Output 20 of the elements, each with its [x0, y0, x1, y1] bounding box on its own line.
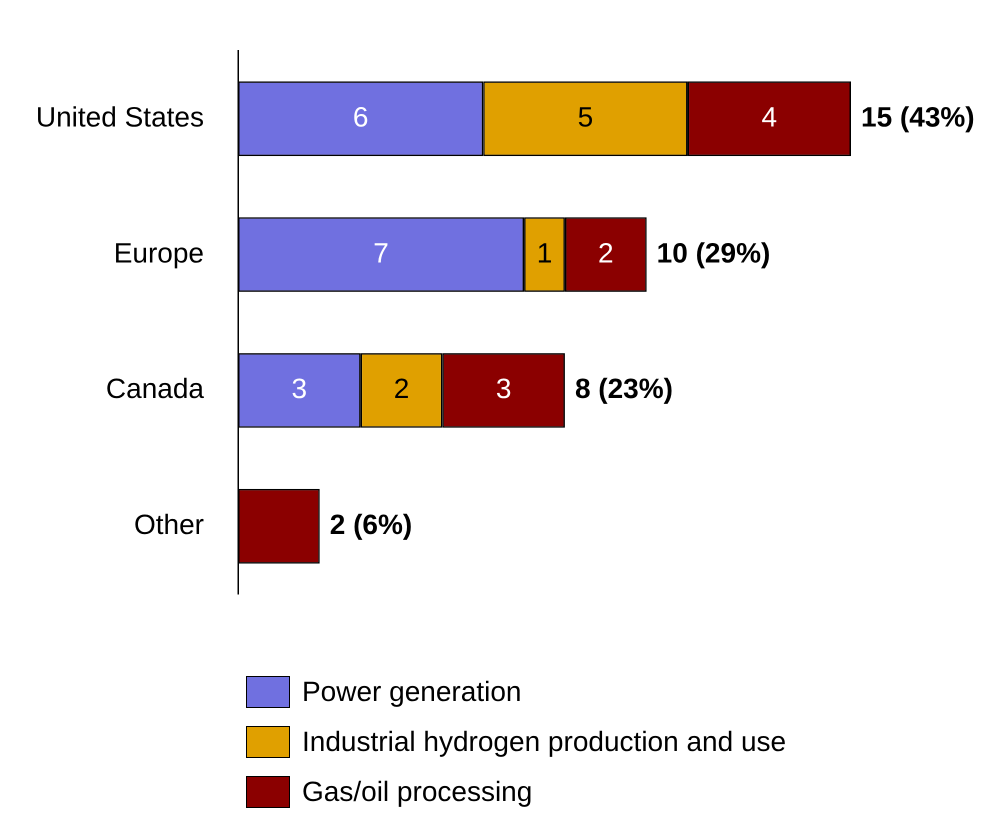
data-label: 3: [496, 373, 512, 404]
total-label: 10 (29%): [656, 237, 770, 268]
y-tick-label: Other: [134, 508, 204, 540]
legend-label: Gas/oil processing: [302, 776, 532, 808]
legend-label: Power generation: [302, 676, 522, 708]
y-tick-label: Europe: [114, 237, 204, 268]
total-label: 15 (43%): [861, 101, 975, 132]
data-label: 3: [292, 373, 308, 404]
data-label: 5: [578, 101, 594, 132]
total-label: 8 (23%): [574, 373, 673, 404]
data-label: 1: [536, 237, 552, 268]
data-label: 7: [373, 237, 389, 268]
data-label: 6: [352, 101, 368, 132]
legend-label: Industrial hydrogen production and use: [302, 726, 786, 758]
y-tick-label: United States: [36, 101, 204, 132]
data-label: 2: [598, 237, 614, 268]
y-tick-label: Canada: [106, 373, 204, 404]
total-label: 2 (6%): [330, 508, 412, 540]
data-label: 4: [761, 101, 778, 132]
data-label: 2: [394, 373, 410, 404]
